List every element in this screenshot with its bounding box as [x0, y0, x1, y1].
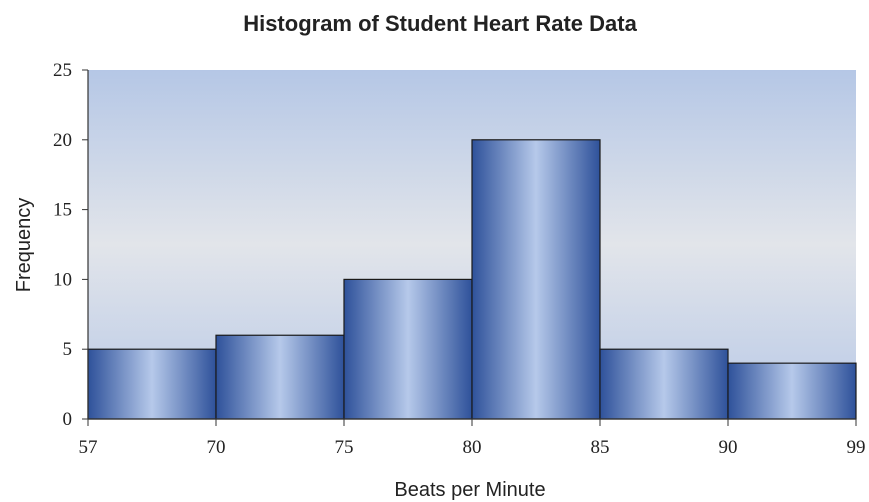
x-tick-label: 99 [847, 437, 866, 458]
y-tick-label: 0 [63, 409, 73, 430]
y-tick-label: 10 [53, 269, 72, 290]
bar [599, 348, 729, 420]
chart-title: Histogram of Student Heart Rate Data [243, 11, 637, 36]
bar [87, 348, 217, 420]
bar [727, 362, 857, 420]
bar [215, 334, 345, 420]
x-tick-label: 75 [335, 437, 354, 458]
bar [343, 278, 473, 420]
x-tick-label: 80 [463, 437, 482, 458]
bar [471, 139, 601, 420]
y-tick-label: 15 [53, 200, 72, 221]
y-tick-label: 25 [53, 60, 72, 81]
y-tick-label: 5 [63, 339, 73, 360]
x-tick-label: 85 [591, 437, 610, 458]
x-tick-label: 70 [207, 437, 226, 458]
x-tick-label: 90 [719, 437, 738, 458]
x-axis-label: Beats per Minute [394, 479, 545, 501]
y-tick-label: 20 [53, 130, 72, 151]
y-axis-label: Frequency [13, 198, 35, 293]
x-tick-label: 57 [79, 437, 98, 458]
